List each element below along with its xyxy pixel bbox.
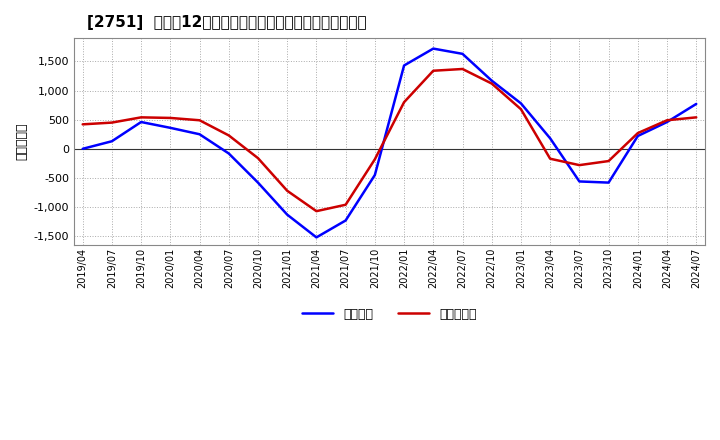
当期純利益 bbox=[225, 133, 233, 138]
当期純利益 bbox=[312, 209, 320, 214]
経常利益 bbox=[692, 101, 701, 106]
当期純利益 bbox=[487, 81, 496, 86]
経常利益 bbox=[283, 212, 292, 217]
Y-axis label: （百万円）: （百万円） bbox=[15, 123, 28, 160]
経常利益 bbox=[575, 179, 584, 184]
経常利益 bbox=[166, 125, 175, 131]
当期純利益 bbox=[634, 130, 642, 136]
当期純利益 bbox=[575, 162, 584, 168]
経常利益 bbox=[137, 119, 145, 125]
経常利益 bbox=[604, 180, 613, 185]
当期純利益 bbox=[137, 115, 145, 120]
経常利益 bbox=[371, 172, 379, 178]
経常利益 bbox=[517, 101, 526, 106]
当期純利益 bbox=[692, 115, 701, 120]
当期純利益 bbox=[604, 158, 613, 164]
当期純利益 bbox=[429, 68, 438, 73]
当期純利益 bbox=[253, 155, 262, 161]
経常利益 bbox=[546, 136, 554, 141]
当期純利益 bbox=[458, 66, 467, 72]
当期純利益 bbox=[546, 156, 554, 161]
経常利益 bbox=[253, 180, 262, 185]
経常利益 bbox=[312, 235, 320, 240]
Line: 当期純利益: 当期純利益 bbox=[83, 69, 696, 211]
当期純利益 bbox=[662, 117, 671, 123]
経常利益 bbox=[225, 151, 233, 156]
当期純利益 bbox=[166, 115, 175, 121]
Line: 経常利益: 経常利益 bbox=[83, 48, 696, 237]
経常利益 bbox=[195, 132, 204, 137]
当期純利益 bbox=[283, 188, 292, 194]
当期純利益 bbox=[341, 202, 350, 207]
当期純利益 bbox=[517, 106, 526, 112]
Text: [2751]  利益だ12か月移動合計の対前年同期増減額の推移: [2751] 利益だ12か月移動合計の対前年同期増減額の推移 bbox=[86, 15, 366, 30]
経常利益 bbox=[662, 119, 671, 125]
当期純利益 bbox=[400, 99, 408, 105]
経常利益 bbox=[429, 46, 438, 51]
経常利益 bbox=[400, 63, 408, 68]
経常利益 bbox=[341, 218, 350, 223]
経常利益 bbox=[458, 51, 467, 56]
当期純利益 bbox=[371, 157, 379, 162]
経常利益 bbox=[107, 139, 116, 144]
当期純利益 bbox=[107, 120, 116, 125]
経常利益 bbox=[487, 78, 496, 83]
当期純利益 bbox=[78, 122, 87, 127]
経常利益 bbox=[634, 133, 642, 139]
経常利益 bbox=[78, 146, 87, 151]
当期純利益 bbox=[195, 117, 204, 123]
Legend: 経常利益, 当期純利益: 経常利益, 当期純利益 bbox=[297, 303, 482, 326]
